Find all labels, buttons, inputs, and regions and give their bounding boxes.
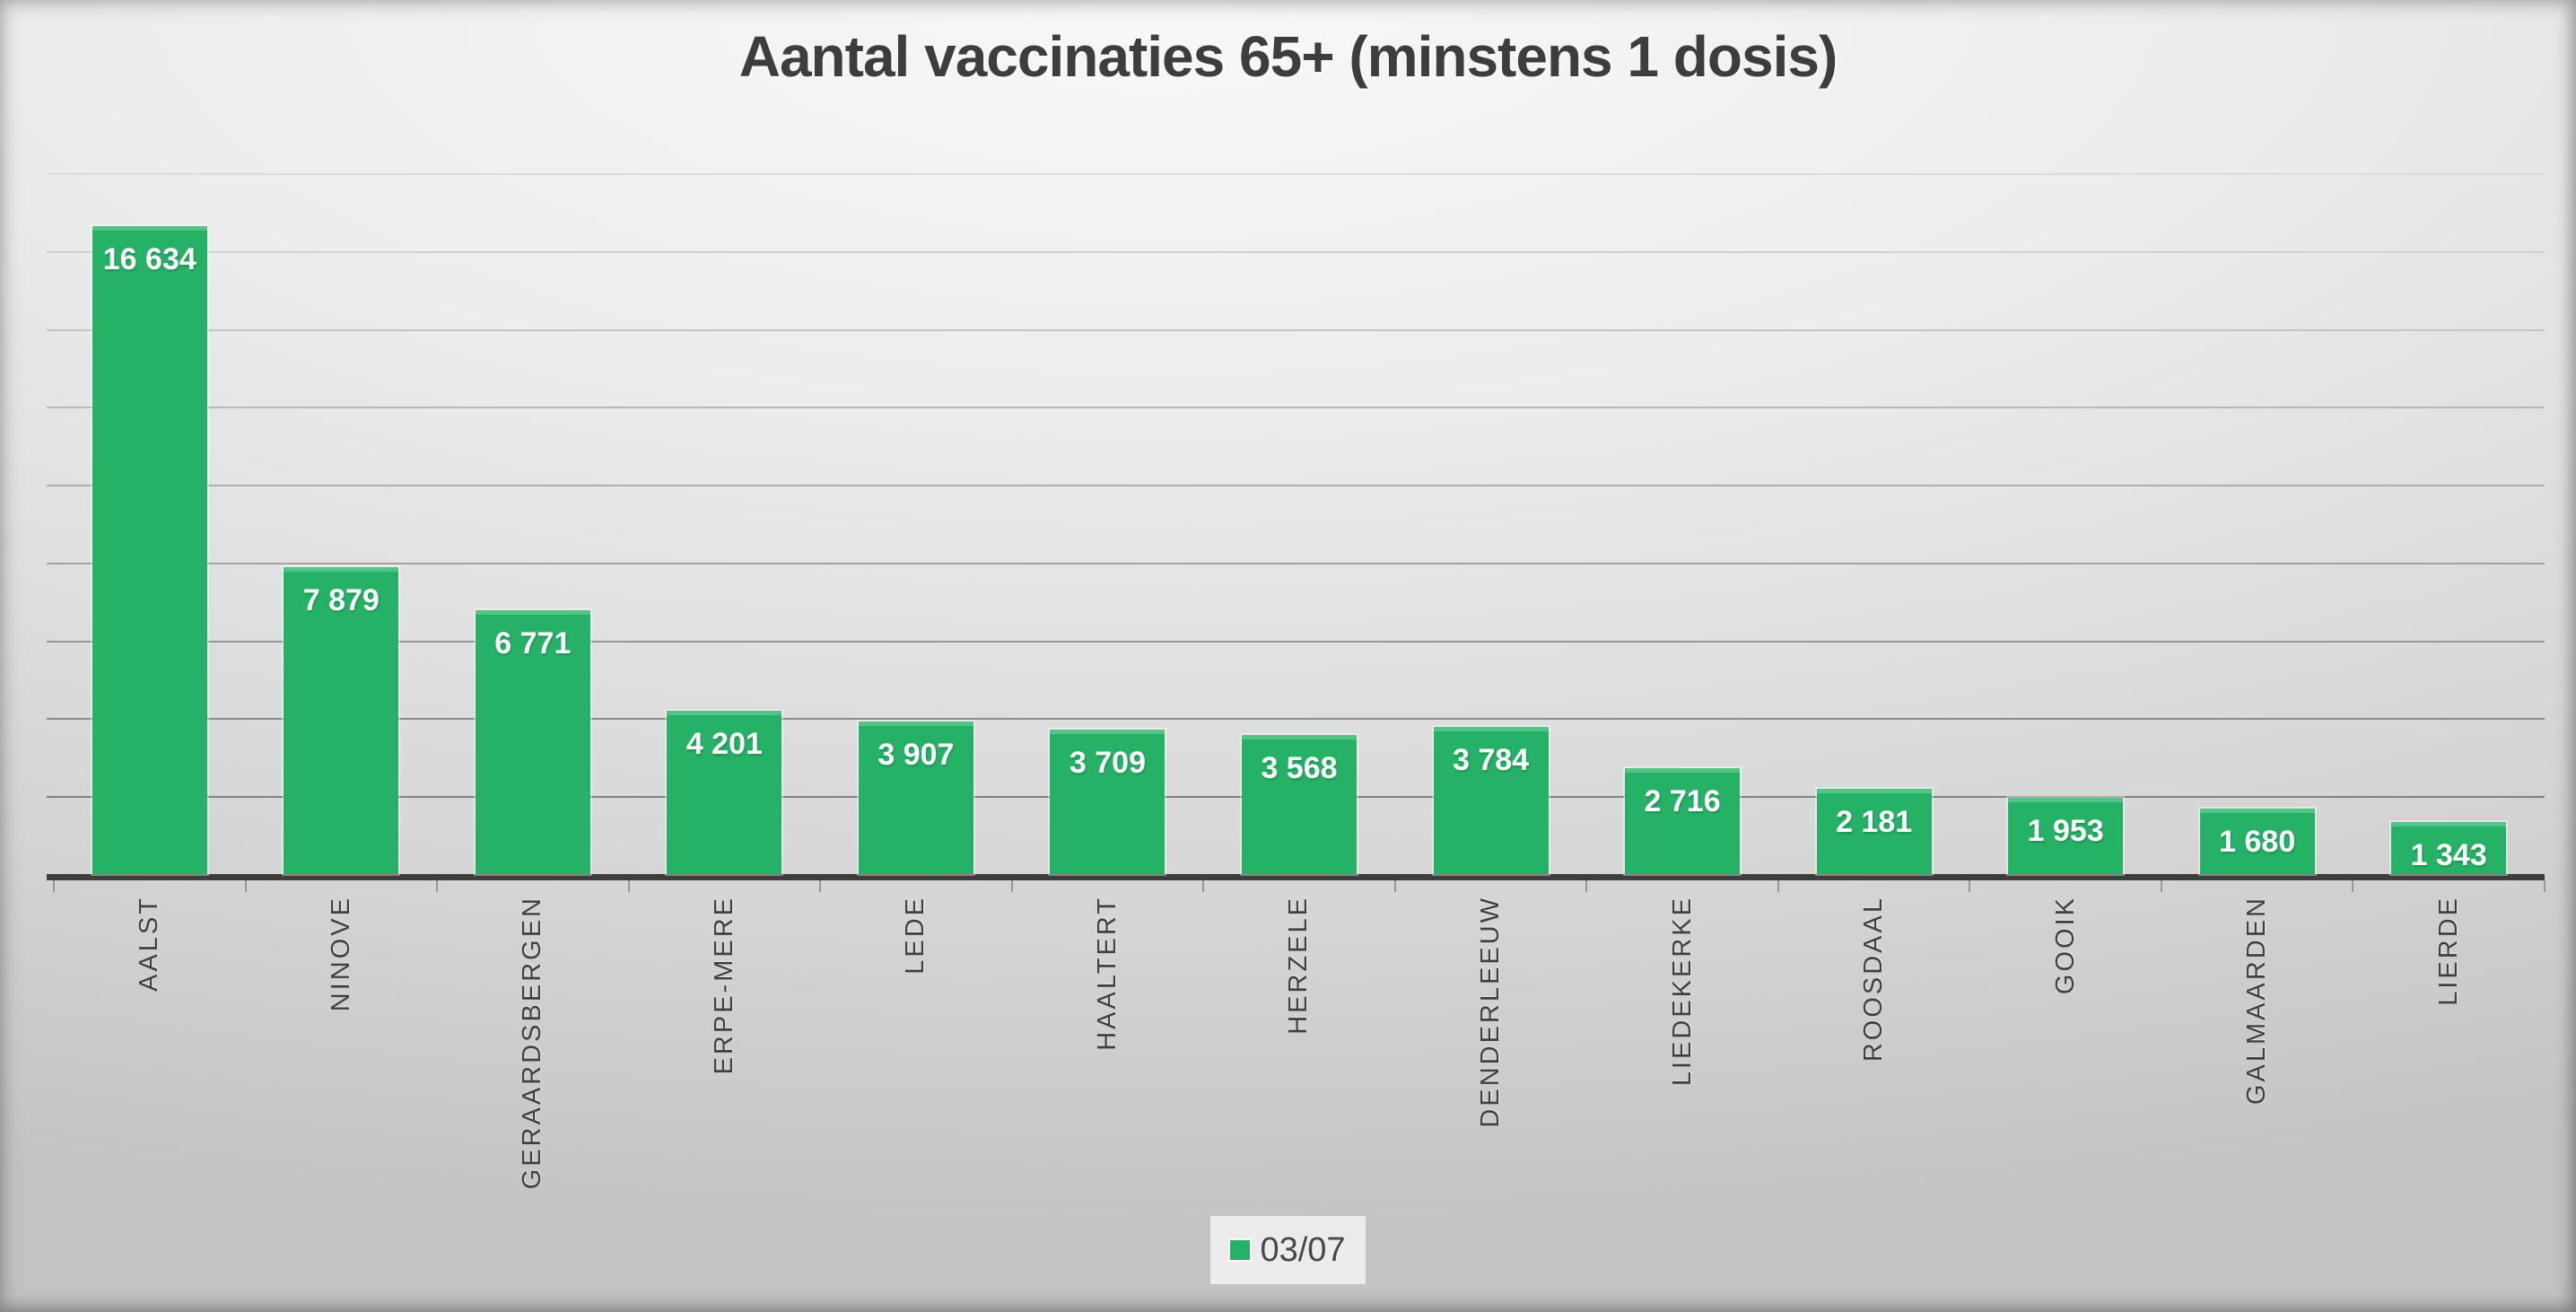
bar-value-label-herzele: 3 568: [1261, 751, 1338, 786]
category-slot-herzele: HERZELE: [1203, 896, 1395, 1246]
gridline-4000: [47, 718, 2545, 721]
axis-tick: [1010, 880, 1013, 892]
legend-label: 03/07: [1260, 1231, 1346, 1269]
bar-galmaarden[interactable]: 1 680: [2199, 809, 2315, 874]
category-slot-geraardsbergen: GERAARDSBERGEN: [437, 896, 629, 1246]
category-slot-ninove: NINOVE: [246, 896, 438, 1246]
category-slot-galmaarden: GALMAARDEN: [2161, 896, 2353, 1246]
bar-value-label-lierde: 1 343: [2410, 837, 2487, 872]
category-slot-aalst: AALST: [54, 896, 246, 1246]
gridline-6000: [47, 640, 2545, 643]
category-slot-liedekerke: LIEDEKERKE: [1586, 896, 1778, 1246]
category-slot-erpe-mere: ERPE-MERE: [629, 896, 821, 1246]
bar-value-label-roosdaal: 2 181: [1836, 805, 1913, 840]
bar-value-label-denderleeuw: 3 784: [1452, 742, 1530, 777]
bar-denderleeuw[interactable]: 3 784: [1433, 726, 1549, 874]
axis-tick: [53, 880, 55, 892]
axis-tick: [2160, 880, 2162, 892]
axis-tick: [2352, 880, 2354, 892]
axis-tick: [1969, 880, 1971, 892]
category-label-herzele: HERZELE: [1284, 896, 1314, 1035]
bar-haaltert[interactable]: 3 709: [1050, 730, 1166, 874]
axis-tick: [627, 880, 630, 892]
gridline-16000: [47, 250, 2545, 253]
category-slot-haaltert: HAALTERT: [1012, 896, 1204, 1246]
bar-value-label-ninove: 7 879: [302, 583, 380, 618]
legend-swatch-icon: [1228, 1238, 1253, 1262]
gridline-14000: [47, 328, 2545, 331]
gridline-18000: [47, 173, 2545, 175]
category-label-lede: LEDE: [901, 896, 930, 975]
bar-value-label-galmaarden: 1 680: [2219, 825, 2296, 860]
bar-lierde[interactable]: 1 343: [2391, 821, 2507, 874]
axis-tick: [1585, 880, 1588, 892]
bar-value-label-gooik: 1 953: [2027, 814, 2104, 849]
bar-value-label-aalst: 16 634: [102, 242, 196, 277]
category-label-denderleeuw: DENDERLEEUW: [1476, 896, 1506, 1128]
category-label-haaltert: HAALTERT: [1092, 896, 1122, 1051]
bar-value-label-haaltert: 3 709: [1069, 746, 1146, 781]
axis-tick: [1777, 880, 1779, 892]
axis-tick: [1202, 880, 1205, 892]
x-axis-line: [47, 874, 2545, 880]
bar-gooik[interactable]: 1 953: [2008, 798, 2124, 874]
bar-value-label-lede: 3 907: [878, 738, 955, 773]
category-label-gooik: GOOIK: [2050, 896, 2080, 995]
gridline-12000: [47, 407, 2545, 409]
gridline-10000: [47, 485, 2545, 487]
bar-erpe-mere[interactable]: 4 201: [667, 710, 782, 874]
bar-ninove[interactable]: 7 879: [284, 567, 399, 874]
axis-tick: [819, 880, 822, 892]
axis-tick: [2544, 880, 2545, 892]
bar-liedekerke[interactable]: 2 716: [1625, 768, 1741, 874]
axis-tick: [244, 880, 247, 892]
bar-geraardsbergen[interactable]: 6 771: [475, 610, 590, 874]
category-slot-roosdaal: ROOSDAAL: [1778, 896, 1970, 1246]
category-slot-lede: LEDE: [820, 896, 1012, 1246]
category-slot-gooik: GOOIK: [1969, 896, 2161, 1246]
bar-value-label-geraardsbergen: 6 771: [494, 626, 572, 661]
bar-value-label-erpe-mere: 4 201: [685, 726, 763, 761]
bar-aalst[interactable]: 16 634: [92, 226, 207, 874]
bar-value-label-liedekerke: 2 716: [1644, 784, 1721, 819]
axis-tick: [1393, 880, 1396, 892]
category-label-liedekerke: LIEDEKERKE: [1667, 896, 1697, 1087]
category-label-galmaarden: GALMAARDEN: [2242, 896, 2272, 1106]
category-label-geraardsbergen: GERAARDSBERGEN: [518, 896, 547, 1190]
category-label-roosdaal: ROOSDAAL: [1859, 896, 1889, 1063]
category-slot-lierde: LIERDE: [2353, 896, 2545, 1246]
bar-roosdaal[interactable]: 2 181: [1816, 789, 1932, 874]
category-label-erpe-mere: ERPE-MERE: [709, 896, 738, 1075]
legend[interactable]: 03/07: [1210, 1216, 1366, 1284]
chart-title: Aantal vaccinaties 65+ (minstens 1 dosis…: [738, 24, 1838, 89]
axis-tick: [436, 880, 439, 892]
category-slot-denderleeuw: DENDERLEEUW: [1395, 896, 1587, 1246]
bar-herzele[interactable]: 3 568: [1242, 735, 1357, 874]
category-label-lierde: LIERDE: [2433, 896, 2463, 1006]
category-label-aalst: AALST: [135, 896, 164, 992]
gridline-8000: [47, 562, 2545, 564]
bar-lede[interactable]: 3 907: [858, 722, 974, 874]
category-label-ninove: NINOVE: [326, 896, 355, 1012]
